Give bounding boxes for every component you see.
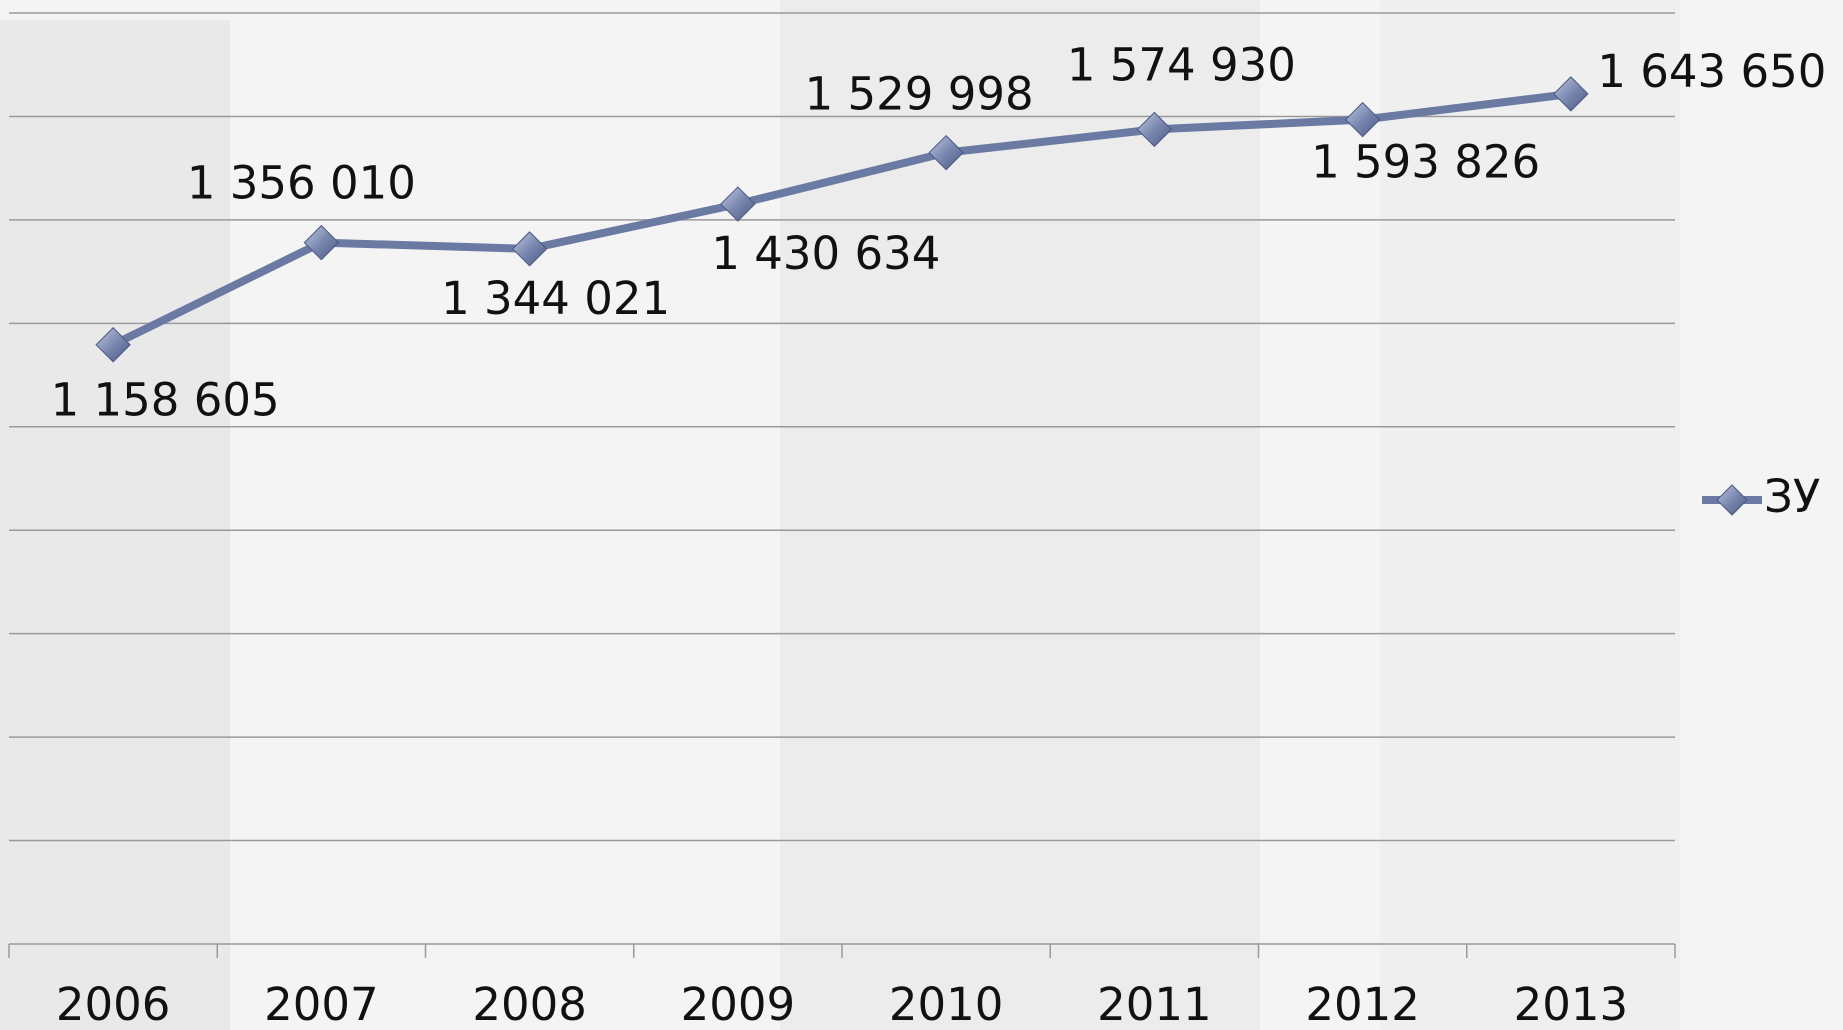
legend-label: ЗУ [1764,470,1820,523]
point-marker [511,231,548,267]
x-tick-label: 2007 [264,978,379,1030]
x-tick-label: 2013 [1514,978,1629,1030]
data-label: 1 529 998 [805,68,1034,121]
data-label: 1 593 826 [1311,136,1540,189]
data-label: 1 643 650 [1597,45,1826,98]
x-tick-label: 2006 [56,978,171,1030]
x-tick-label: 2010 [889,978,1004,1030]
data-label: 1 344 021 [441,272,670,325]
x-tick-label: 2009 [681,978,796,1030]
data-label: 1 158 605 [51,374,280,427]
legend-marker [1716,484,1748,516]
x-tick-label: 2008 [472,978,587,1030]
series-line [111,89,1572,349]
point-marker [928,134,964,171]
point-marker [1344,101,1381,138]
point-marker [95,327,131,363]
data-label: 1 574 930 [1067,38,1296,91]
point-marker [303,224,340,261]
point-marker [1136,111,1173,148]
data-label: 1 356 010 [187,157,416,210]
data-label: 1 430 634 [711,227,940,280]
point-marker [720,186,756,222]
x-tick-label: 2011 [1097,978,1212,1030]
point-marker [1553,76,1589,112]
x-tick-label: 2012 [1305,978,1420,1030]
